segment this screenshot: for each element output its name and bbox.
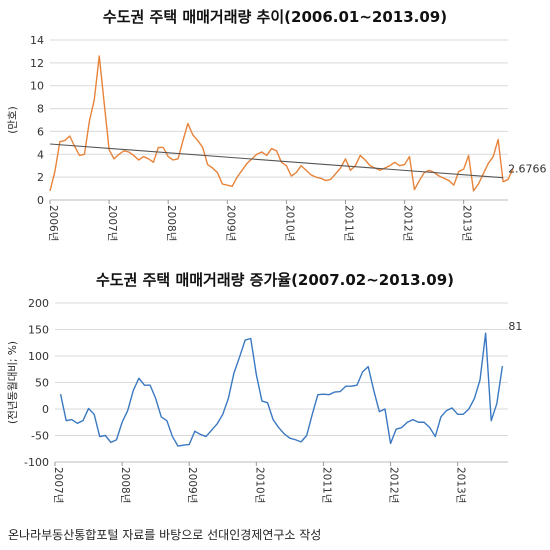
y-tick-label: -50 [31,430,49,443]
y-tick-label: 8 [37,103,44,116]
y-tick-label: 200 [28,297,49,310]
x-tick-label: 2009년 [186,467,198,503]
source-note: 온나라부동산통합포털 자료를 바탕으로 선대인경제연구소 작성 [8,528,322,542]
y-axis-label: (만호) [7,106,19,134]
y-tick-label: 14 [30,34,44,47]
y-tick-label: 0 [37,194,44,207]
x-tick-label: 2012년 [402,205,414,241]
data-label: 2.6766 [508,162,547,175]
y-tick-label: 4 [37,148,44,161]
x-tick-label: 2013년 [455,467,467,503]
x-tick-label: 2011년 [342,205,354,241]
y-tick-label: 10 [30,80,44,93]
y-tick-label: 50 [35,377,49,390]
trendline [49,143,504,179]
y-tick-label: 2 [37,171,44,184]
x-tick-label: 2010년 [283,205,295,241]
data-label: 81 [508,320,522,333]
x-tick-label: 2012년 [388,467,400,503]
x-tick-label: 2008년 [165,205,177,241]
y-tick-label: -100 [24,456,49,469]
y-tick-label: 100 [28,350,49,363]
x-tick-label: 2011년 [320,467,332,503]
x-tick-label: 2009년 [224,205,236,241]
x-tick-label: 2007년 [106,205,118,241]
chart-title: 수도권 주택 매매거래량 증가율(2007.02~2013.09) [96,271,454,289]
y-tick-label: 12 [30,57,44,70]
chart-title: 수도권 주택 매매거래량 추이(2006.01~2013.09) [103,8,447,26]
series-line [59,332,504,447]
x-tick-label: 2013년 [461,205,473,241]
y-axis-label: (전년동월대비; %) [7,341,19,424]
series-line [49,55,514,192]
x-tick-label: 2010년 [253,467,265,503]
y-tick-label: 6 [37,125,44,138]
y-tick-label: 150 [28,324,49,337]
x-tick-label: 2006년 [47,205,59,241]
y-tick-label: 0 [42,403,49,416]
x-tick-label: 2007년 [52,467,64,503]
x-tick-label: 2008년 [119,467,131,503]
